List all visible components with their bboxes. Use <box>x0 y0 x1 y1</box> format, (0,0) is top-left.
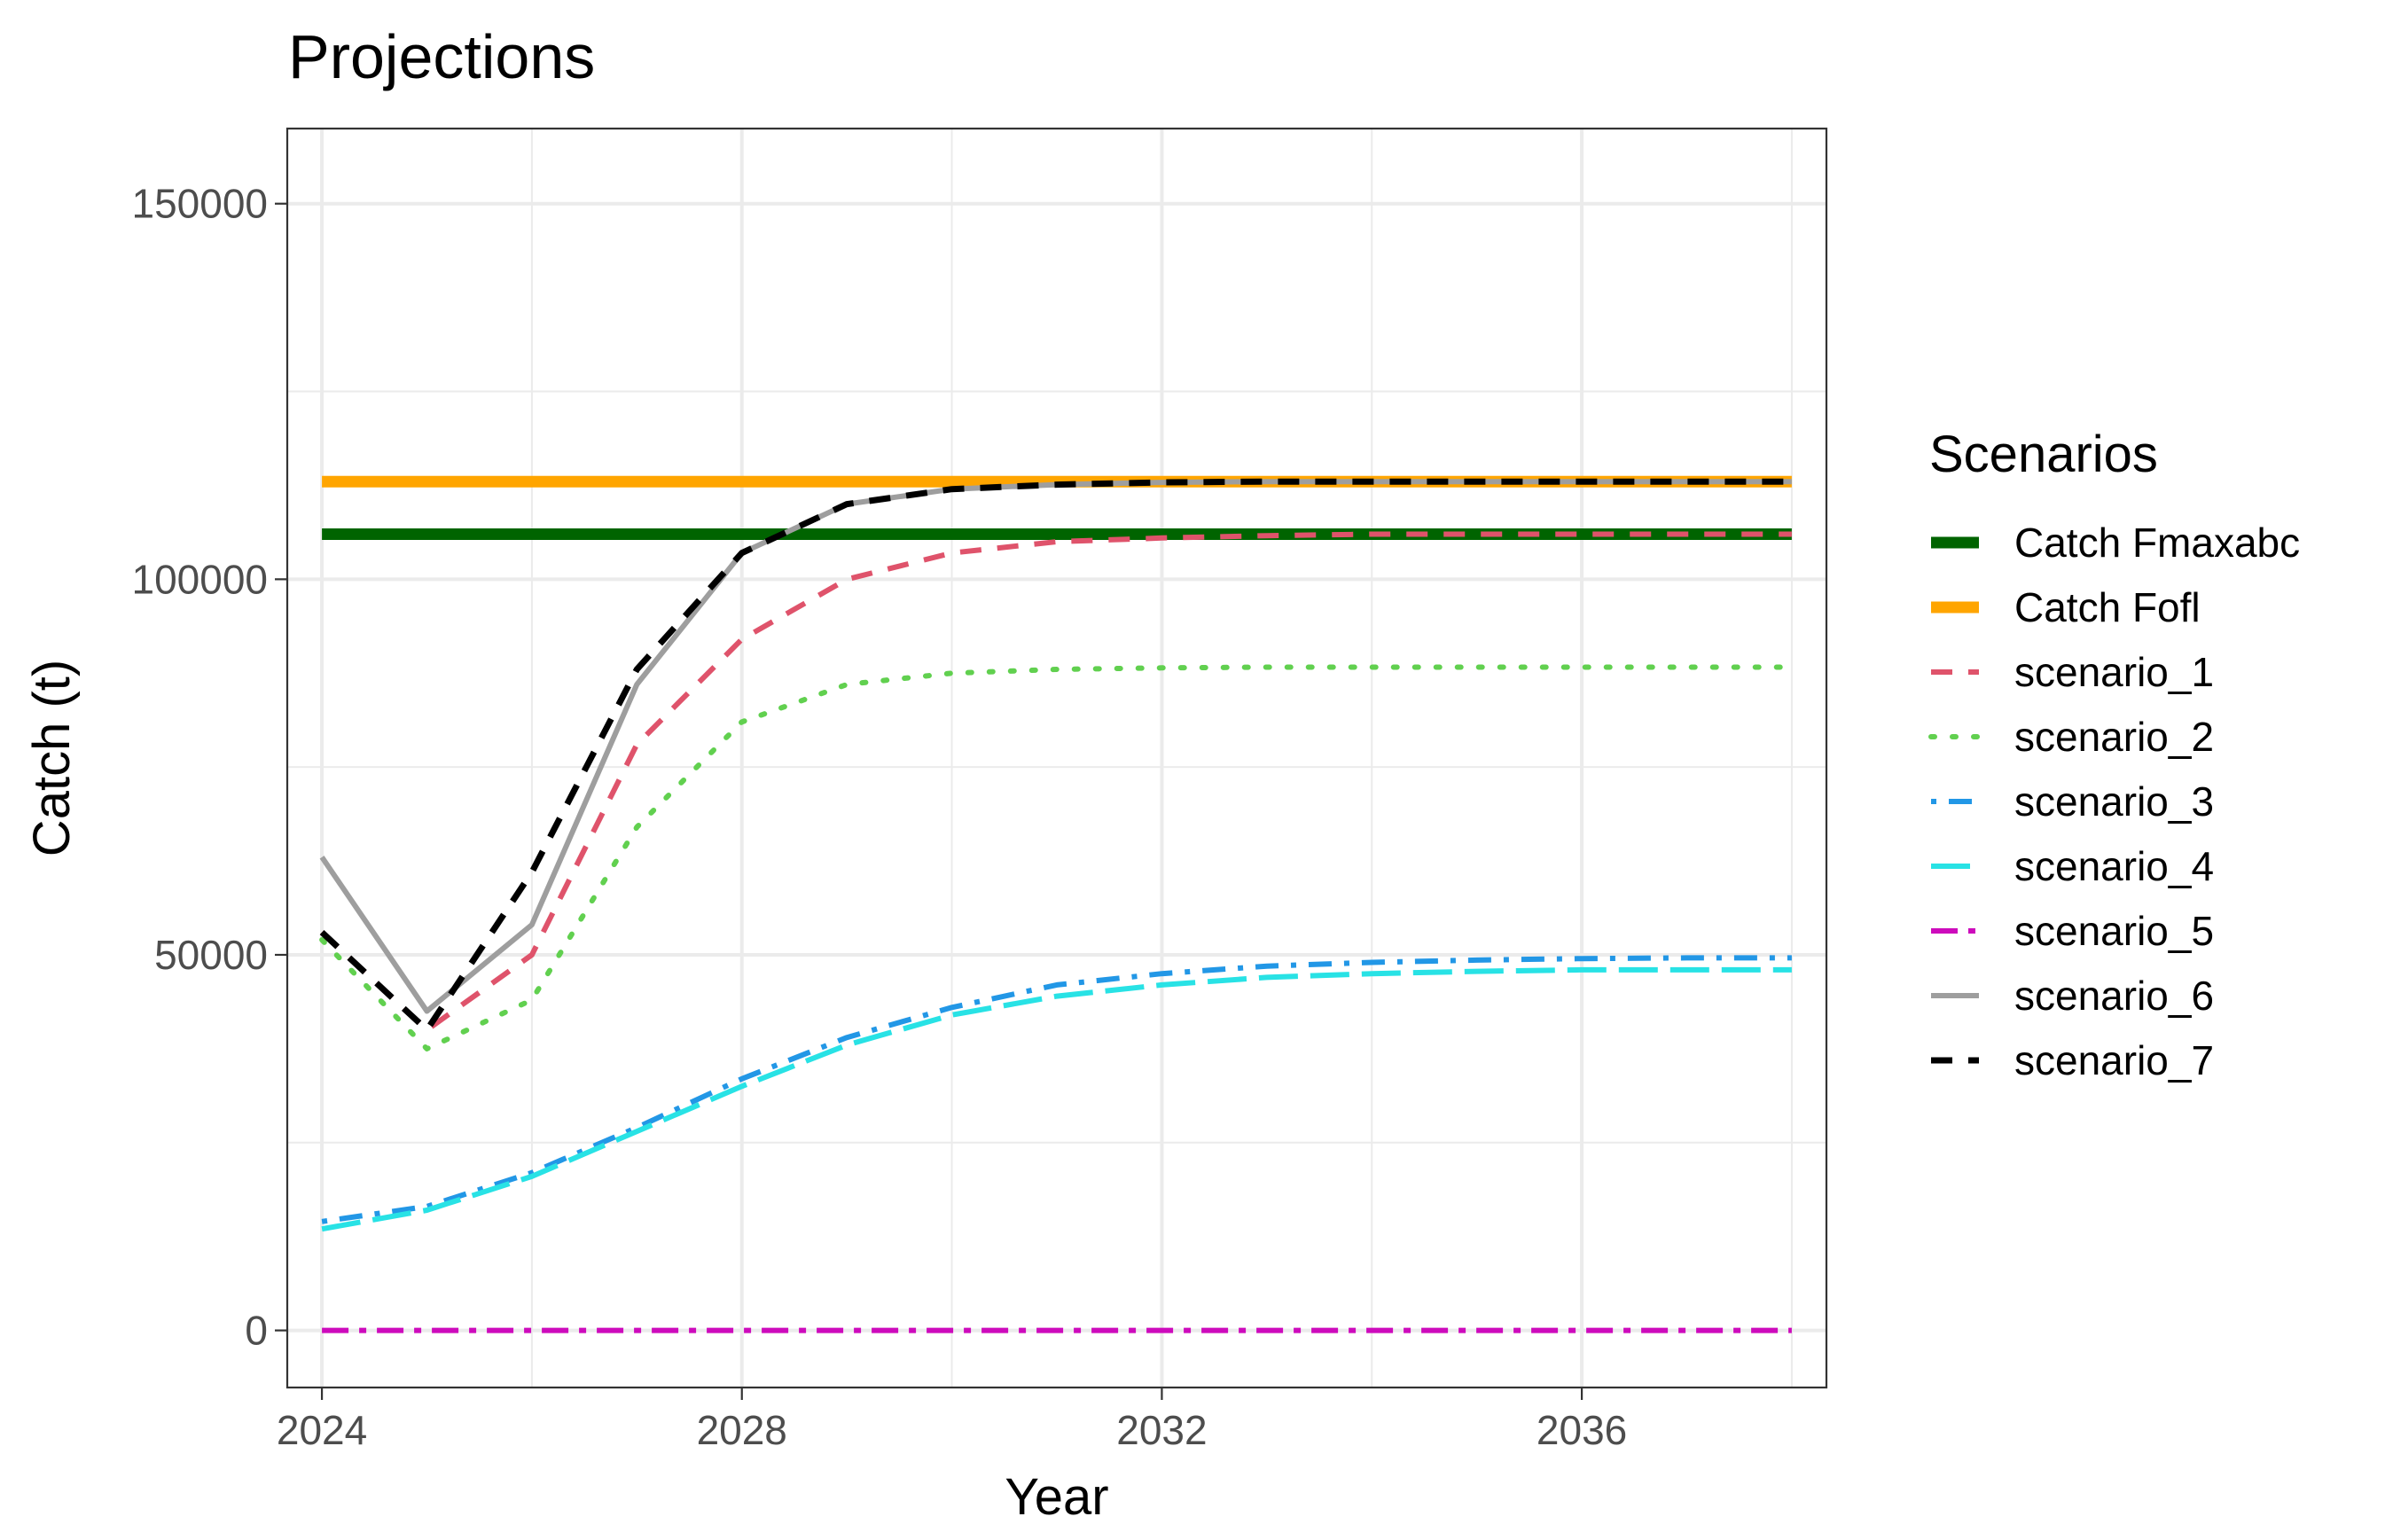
legend-label: Catch Fmaxabc <box>2014 520 2300 566</box>
legend-item: scenario_2 <box>1928 714 2214 760</box>
legend-label: scenario_3 <box>2014 778 2214 825</box>
legend-item: scenario_5 <box>1931 908 2214 954</box>
y-axis-title: Catch (t) <box>23 660 81 856</box>
y-tick-label: 0 <box>245 1308 268 1354</box>
legend-items: Catch Fmaxabc Catch Fofl scenario_1scenari… <box>1928 520 2300 1083</box>
panel-border <box>285 127 1828 1389</box>
legend-label: Catch Fofl <box>2014 584 2201 630</box>
series-line-scenario-1 <box>320 531 1792 1033</box>
series-line-scenario-2 <box>319 664 1795 1051</box>
legend-item: scenario_1 <box>1931 649 2214 695</box>
legend-label: scenario_4 <box>2014 843 2214 889</box>
legend-label: scenario_7 <box>2014 1037 2214 1083</box>
series-line-scenario-7 <box>319 478 1792 1034</box>
legend-label: scenario_2 <box>2014 714 2214 760</box>
x-axis: 2024 2028 2032 2036 <box>277 1388 1627 1453</box>
x-tick-label: 2024 <box>277 1407 367 1453</box>
series-line-scenario-4 <box>321 966 1792 1232</box>
panel-background <box>287 129 1826 1388</box>
legend-item: Catch Fofl <box>1931 584 2201 630</box>
y-tick-label: 50000 <box>154 932 268 978</box>
x-tick-label: 2032 <box>1116 1407 1207 1453</box>
x-tick-label: 2036 <box>1537 1407 1627 1453</box>
legend-title: Scenarios <box>1929 426 2158 483</box>
y-tick-label: 100000 <box>132 556 269 602</box>
y-axis: 0 50000 100000 150000 <box>132 181 287 1354</box>
legend-item: Catch Fmaxabc <box>1931 520 2300 566</box>
legend-item: scenario_6 <box>1931 973 2214 1019</box>
plot-panel <box>285 127 1828 1389</box>
legend: Scenarios Catch Fmaxabc Catch Fofl scenari… <box>1928 426 2300 1083</box>
x-tick-label: 2028 <box>697 1407 787 1453</box>
grid-minor <box>287 129 1826 1388</box>
chart-title: Projections <box>288 22 595 91</box>
series-line-scenario-3 <box>321 955 1792 1224</box>
grid-major <box>287 129 1826 1388</box>
legend-item: scenario_3 <box>1931 778 2214 825</box>
legend-label: scenario_1 <box>2014 649 2214 695</box>
legend-item: scenario_4 <box>1931 843 2214 889</box>
x-axis-title: Year <box>1005 1468 1108 1526</box>
legend-label: scenario_6 <box>2014 973 2214 1019</box>
legend-item: scenario_7 <box>1931 1037 2214 1083</box>
y-tick-label: 150000 <box>132 181 269 227</box>
series-layer <box>319 475 1795 1333</box>
legend-label: scenario_5 <box>2014 908 2214 954</box>
